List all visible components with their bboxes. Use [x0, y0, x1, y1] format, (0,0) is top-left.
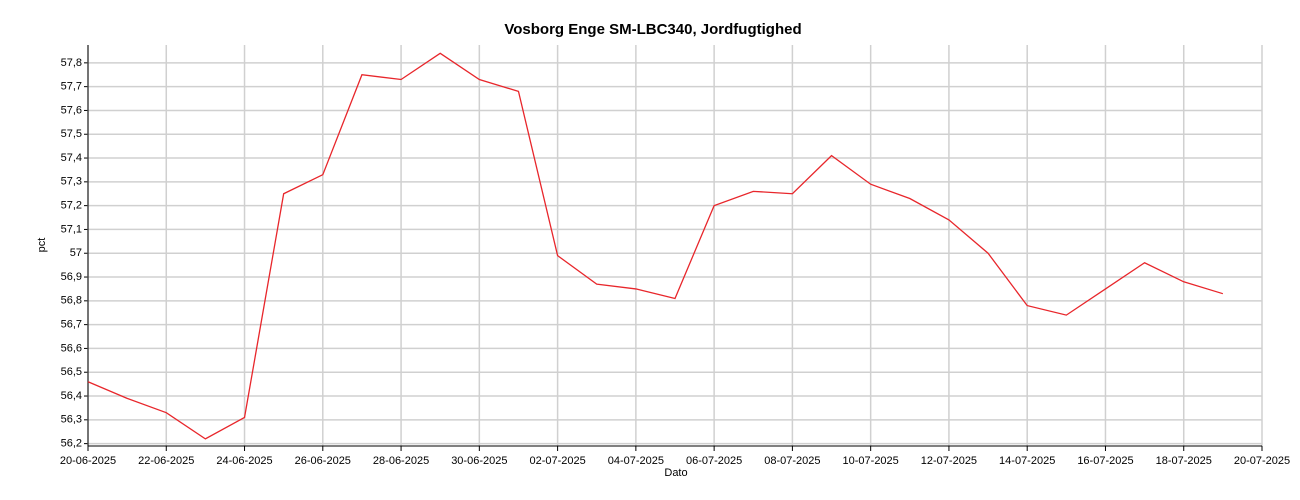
y-tick-label: 56,2 — [61, 438, 82, 450]
x-tick-label: 20-06-2025 — [60, 455, 116, 467]
y-tick-label: 57,2 — [61, 200, 82, 212]
x-axis-label: Dato — [664, 467, 687, 479]
x-tick-label: 12-07-2025 — [921, 455, 977, 467]
x-tick-label: 10-07-2025 — [843, 455, 899, 467]
y-tick-label: 56,6 — [61, 342, 82, 354]
x-tick-label: 20-07-2025 — [1234, 455, 1290, 467]
x-tick-label: 30-06-2025 — [451, 455, 507, 467]
y-tick-label: 57,3 — [61, 176, 82, 188]
x-tick-label: 26-06-2025 — [295, 455, 351, 467]
y-tick-label: 57,1 — [61, 223, 82, 235]
y-tick-label: 57,7 — [61, 81, 82, 93]
x-tick-label: 02-07-2025 — [529, 455, 585, 467]
y-tick-label: 56,3 — [61, 414, 82, 426]
y-tick-label: 56,9 — [61, 271, 82, 283]
x-tick-label: 22-06-2025 — [138, 455, 194, 467]
x-tick-label: 16-07-2025 — [1077, 455, 1133, 467]
y-tick-label: 56,5 — [61, 366, 82, 378]
y-tick-label: 57,5 — [61, 128, 82, 140]
y-tick-label: 57,8 — [61, 57, 82, 69]
y-tick-label: 56,7 — [61, 319, 82, 331]
data-line — [87, 52, 1224, 440]
x-tick-label: 04-07-2025 — [608, 455, 664, 467]
y-axis-label: pct — [36, 238, 48, 253]
x-tick-label: 14-07-2025 — [999, 455, 1055, 467]
y-tick-label: 56,8 — [61, 295, 82, 307]
x-tick-label: 24-06-2025 — [216, 455, 272, 467]
y-tick-label: 57 — [70, 247, 82, 259]
x-tick-label: 18-07-2025 — [1156, 455, 1212, 467]
y-tick-label: 57,6 — [61, 104, 82, 116]
y-tick-label: 56,4 — [61, 390, 82, 402]
x-tick-label: 06-07-2025 — [686, 455, 742, 467]
x-tick-label: 28-06-2025 — [373, 455, 429, 467]
chart-title: Vosborg Enge SM-LBC340, Jordfugtighed — [504, 21, 801, 38]
x-tick-label: 08-07-2025 — [764, 455, 820, 467]
y-tick-label: 57,4 — [61, 152, 82, 164]
